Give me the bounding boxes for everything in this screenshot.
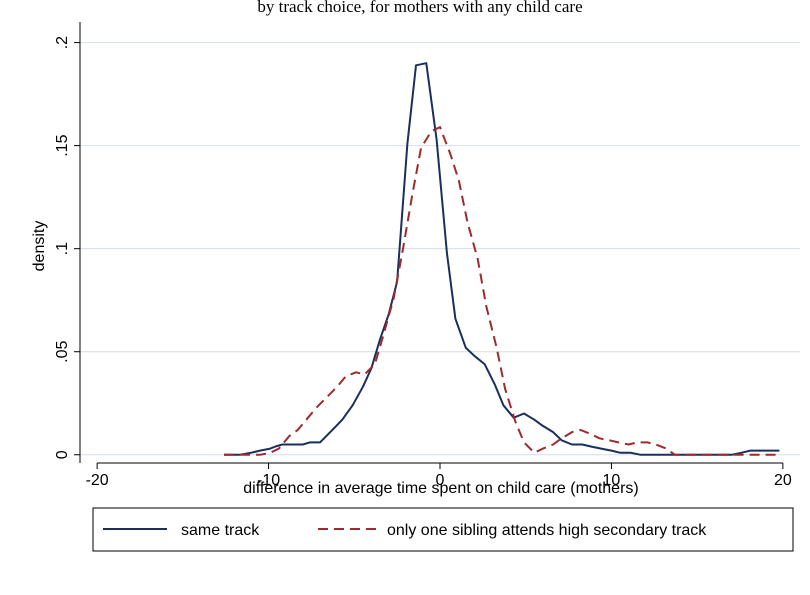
y-tick-label-2: .1: [54, 242, 71, 255]
y-axis-label: density: [31, 221, 48, 272]
top-caption: by track choice, for mothers with any ch…: [257, 0, 582, 16]
y-tick-label-3: .15: [54, 134, 71, 156]
legend: same track only one sibling attends high…: [92, 507, 794, 552]
series-line-0: [224, 62, 780, 456]
legend-box: [92, 507, 794, 552]
axes: 0 .05 .1 .15 .2 -20 -10 0 10 20: [54, 22, 792, 489]
x-tick-label-1: -10: [257, 472, 280, 489]
series-layer: [224, 62, 780, 456]
x-tick-label-3: 10: [603, 472, 621, 489]
x-tick-label-4: 20: [774, 472, 792, 489]
y-tick-label-4: .2: [54, 36, 71, 49]
x-tick-label-0: -20: [86, 472, 109, 489]
legend-label-one-sibling-high-track: only one sibling attends high secondary …: [387, 522, 707, 539]
x-axis-label: difference in average time spent on chil…: [243, 480, 638, 497]
x-tick-label-2: 0: [436, 472, 445, 489]
y-tick-label-0: 0: [54, 450, 71, 459]
legend-label-same-track: same track: [181, 522, 260, 539]
plot-area: [80, 22, 800, 463]
y-tick-label-1: .05: [54, 341, 71, 363]
series-line-1: [224, 126, 780, 456]
